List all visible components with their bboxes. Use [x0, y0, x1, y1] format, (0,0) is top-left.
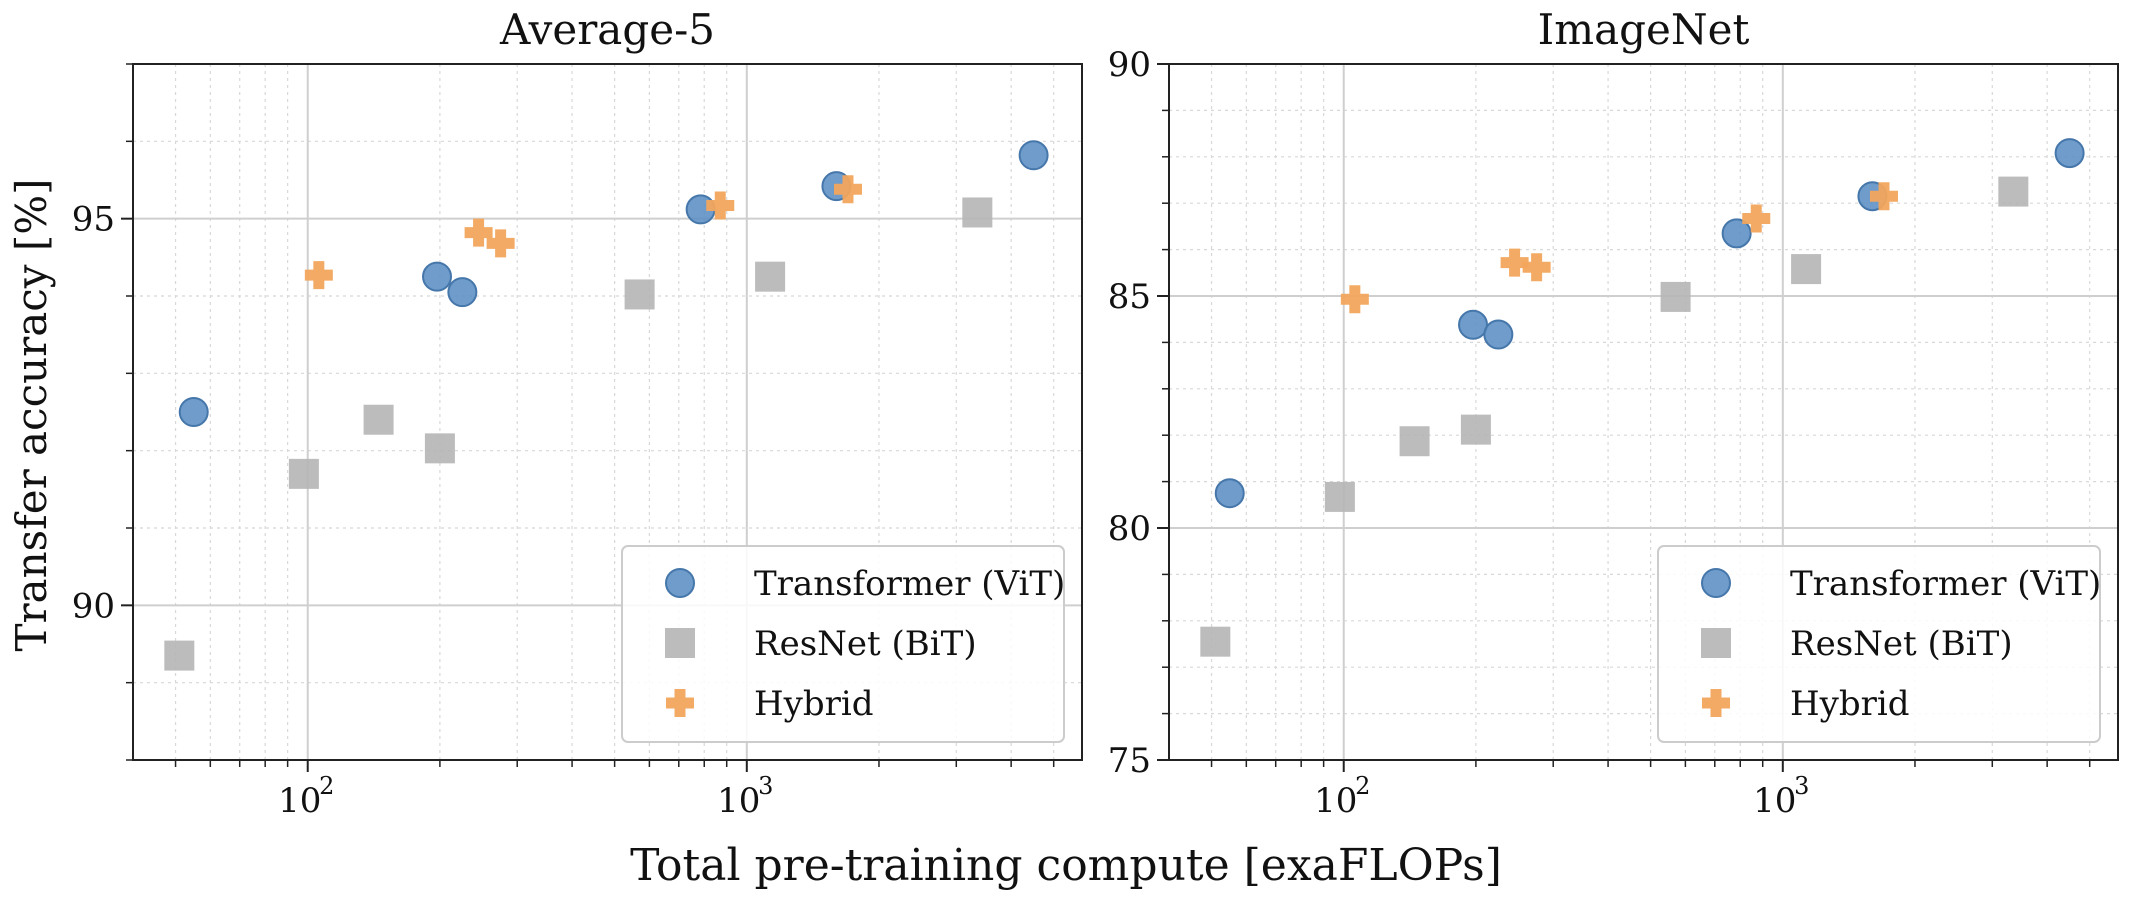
y-tick-label: 80 — [1108, 509, 1151, 549]
legend-marker-square — [1701, 628, 1731, 658]
y-tick-label: 90 — [1108, 45, 1151, 85]
y-tick-label: 90 — [72, 586, 115, 626]
legend-marker-plus — [666, 689, 694, 717]
point-square-2-1 — [1200, 626, 1231, 657]
legend-label: Transformer (ViT) — [1790, 564, 2101, 604]
legend-label: Hybrid — [1790, 684, 1910, 724]
point-square-2-4 — [1460, 414, 1491, 445]
plot-frame — [132, 63, 1083, 761]
x-tick-exponent: 2 — [319, 772, 334, 800]
point-square-2-2 — [288, 458, 319, 489]
panel-title: ImageNet — [1538, 5, 1750, 54]
point-square-2-1 — [164, 640, 195, 671]
legend: Transformer (ViT) ResNet (BiT) Hybrid — [621, 545, 1065, 743]
point-square-2-5 — [624, 279, 655, 310]
x-tick-exponent: 3 — [758, 772, 773, 800]
point-square-2-5 — [1660, 281, 1691, 312]
legend-marker-circle — [665, 568, 695, 598]
legend-marker-circle — [1701, 568, 1731, 598]
point-square-2-6 — [755, 261, 786, 292]
x-tick-label: 10 — [1753, 781, 1796, 821]
point-square-2-7 — [962, 197, 993, 228]
point-plus-3-1 — [304, 261, 333, 290]
panel-title: Average-5 — [499, 5, 715, 54]
legend-label: ResNet (BiT) — [1790, 624, 2013, 664]
point-circle-1-6 — [2054, 138, 2085, 169]
x-tick-label: 10 — [1314, 781, 1357, 821]
legend-label: Transformer (ViT) — [754, 564, 1065, 604]
y-tick-label: 95 — [72, 200, 115, 240]
point-square-2-3 — [363, 404, 394, 435]
x-tick-label: 10 — [717, 781, 760, 821]
point-plus-3-5 — [833, 175, 862, 204]
point-square-2-2 — [1324, 481, 1355, 512]
point-square-2-4 — [424, 433, 455, 464]
legend-label: ResNet (BiT) — [754, 624, 977, 664]
y-tick-label: 75 — [1108, 741, 1151, 781]
legend-box — [1657, 545, 2101, 743]
point-circle-1-4 — [1721, 218, 1752, 249]
point-plus-3-3 — [1522, 253, 1551, 282]
point-plus-3-2 — [464, 218, 493, 247]
point-square-2-7 — [1998, 176, 2029, 207]
point-square-2-3 — [1399, 426, 1430, 457]
point-circle-1-3 — [447, 277, 478, 308]
point-plus-3-2 — [1500, 248, 1529, 277]
point-plus-3-1 — [1340, 285, 1369, 314]
point-circle-1-3 — [1483, 319, 1514, 350]
legend-marker-plus — [1702, 689, 1730, 717]
point-plus-3-4 — [1742, 204, 1771, 233]
x-axis-label: Total pre-training compute [exaFLOPs] — [630, 840, 1502, 891]
point-circle-1-2 — [1458, 309, 1489, 340]
y-tick-label: 85 — [1108, 277, 1151, 317]
legend: Transformer (ViT) ResNet (BiT) Hybrid — [1657, 545, 2101, 743]
point-circle-1-6 — [1018, 140, 1049, 171]
legend-label: Hybrid — [754, 684, 874, 724]
x-tick-label: 10 — [278, 781, 321, 821]
legend-box — [621, 545, 1065, 743]
plot-frame — [1168, 63, 2119, 761]
point-circle-1-1 — [178, 397, 209, 427]
legend-marker-square — [665, 628, 695, 658]
point-plus-3-4 — [706, 191, 735, 220]
y-axis-label: Transfer accuracy [%] — [7, 178, 56, 651]
point-plus-3-3 — [486, 229, 515, 258]
x-tick-exponent: 3 — [1794, 772, 1809, 800]
point-square-2-6 — [1791, 254, 1822, 285]
x-tick-exponent: 2 — [1355, 772, 1370, 800]
point-plus-3-5 — [1869, 182, 1898, 211]
point-circle-1-2 — [422, 261, 453, 292]
point-circle-1-1 — [1214, 478, 1245, 509]
